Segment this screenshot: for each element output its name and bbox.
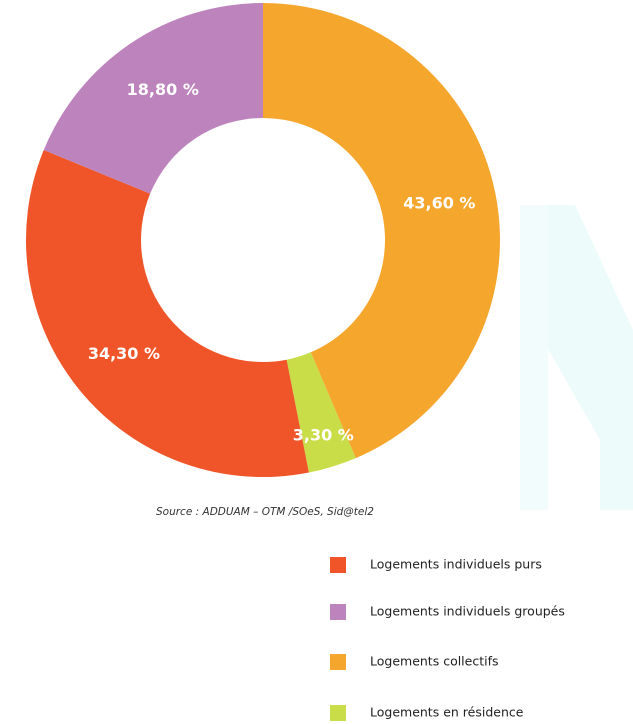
legend-swatch	[330, 705, 346, 721]
legend-swatch	[330, 654, 346, 670]
donut-slice	[286, 352, 356, 473]
data-label: 18,80 %	[127, 80, 199, 99]
background-decoration	[520, 205, 633, 510]
legend-swatch	[330, 604, 346, 620]
source: Source : ADDUAM – OTM /SOeS, Sid@tel2	[156, 506, 374, 518]
legend-label: Logements individuels purs	[370, 557, 542, 572]
legend-label: Logements en résidence	[370, 705, 524, 720]
donut-slice	[263, 3, 500, 459]
donut-slice	[26, 149, 309, 477]
data-label: 34,30 %	[88, 344, 160, 363]
data-label: 43,60 %	[403, 194, 475, 213]
data-label: 3,30 %	[293, 425, 354, 444]
legend-label: Logements collectifs	[370, 654, 499, 669]
donut-slice	[43, 3, 264, 194]
legend-label: Logements individuels groupés	[370, 604, 565, 619]
legend-swatch	[330, 557, 346, 573]
